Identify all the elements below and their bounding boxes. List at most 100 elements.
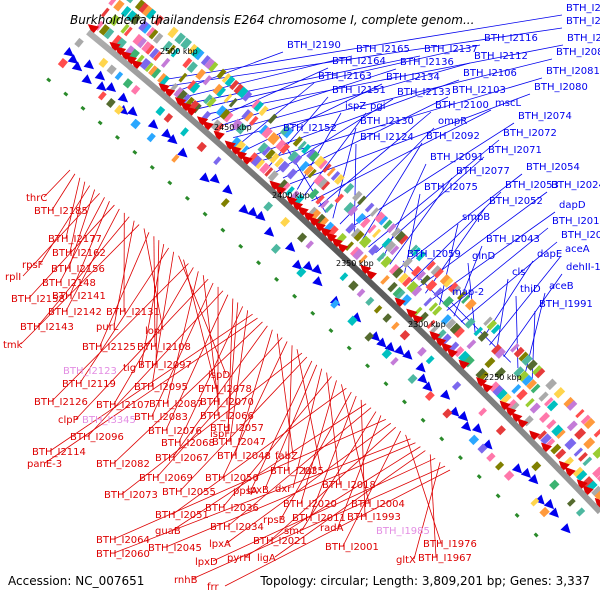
gene-label-liga[interactable]: ligA [257, 553, 276, 564]
gene-label-rpsf[interactable]: rpsF [22, 260, 44, 271]
gene-label-ppsa[interactable]: ppsA [233, 486, 258, 497]
gene-label-bth-i2057[interactable]: BTH_I2057 [210, 423, 264, 434]
gene-label-rpli[interactable]: rplI [5, 272, 21, 283]
gene-label-smpb[interactable]: smpB [462, 212, 490, 223]
gene-label-bth-i2133[interactable]: BTH_I2133 [397, 87, 451, 98]
gene-label-muted-bth-i3345[interactable]: BTH_I3345 [82, 415, 136, 426]
gene-label-bth-i2163[interactable]: BTH_I2163 [318, 71, 372, 82]
gene-label-bth-i2142[interactable]: BTH_I2142 [48, 307, 102, 318]
gene-label-bth-i2148[interactable]: BTH_I2148 [42, 278, 96, 289]
gene-label-bth-i2098[interactable]: BTH_I2098 [566, 3, 600, 14]
gene-label-ispd[interactable]: ispD [208, 370, 230, 381]
gene-label-bth-i2093[interactable]: BTH_I2093 [566, 16, 600, 27]
gene-label-bth-i2004[interactable]: BTH_I2004 [351, 499, 405, 510]
gene-label-bth-i2083[interactable]: BTH_I2083 [134, 412, 188, 423]
gene-label-bth-i2107[interactable]: BTH_I2107 [96, 400, 150, 411]
gene-label-bth-i2092[interactable]: BTH_I2092 [426, 131, 480, 142]
gene-label-tsf[interactable]: tsf [303, 466, 316, 477]
gene-label-pgi[interactable]: pgi [370, 101, 385, 112]
gene-label-bth-i2097[interactable]: BTH_I2097 [138, 360, 192, 371]
gene-label-cls[interactable]: cls [512, 267, 526, 278]
gene-label-bth-i2052[interactable]: BTH_I2052 [489, 196, 543, 207]
gene-label-bth-i2015[interactable]: BTH_I2015 [552, 216, 600, 227]
gene-label-gltx[interactable]: gltX [396, 555, 416, 566]
gene-label-lpxb[interactable]: lpxB [247, 485, 269, 496]
gene-label-mscl[interactable]: mscL [495, 98, 521, 109]
gene-label-bth-i2136[interactable]: BTH_I2136 [400, 57, 454, 68]
gene-label-bth-i2074[interactable]: BTH_I2074 [518, 111, 572, 122]
gene-label-dape[interactable]: dapE [537, 249, 562, 260]
gene-label-bth-i1967[interactable]: BTH_I1967 [418, 553, 472, 564]
gene-label-thrc[interactable]: thrC [26, 193, 47, 204]
gene-label-bth-i2143[interactable]: BTH_I2143 [20, 322, 74, 333]
gene-label-bth-i2067[interactable]: BTH_I2067 [155, 453, 209, 464]
gene-label-bth-i2043[interactable]: BTH_I2043 [486, 234, 540, 245]
gene-label-bth-i2084[interactable]: BTH_I2084 [556, 47, 600, 58]
gene-label-bth-i2080[interactable]: BTH_I2080 [534, 82, 588, 93]
gene-label-lpxa[interactable]: lpxA [209, 539, 231, 550]
gene-label-guab[interactable]: guaB [155, 526, 181, 537]
gene-label-bth-i2001[interactable]: BTH_I2001 [325, 542, 379, 553]
gene-label-bth-i2141[interactable]: BTH_I2141 [52, 291, 106, 302]
gene-label-bth-i2068[interactable]: BTH_I2068 [161, 438, 215, 449]
gene-label-bth-i2165[interactable]: BTH_I2165 [356, 44, 410, 55]
gene-label-bth-i2131[interactable]: BTH_I2131 [106, 307, 160, 318]
gene-label-bth-i2072[interactable]: BTH_I2072 [503, 128, 557, 139]
gene-label-bth-i2156[interactable]: BTH_I2156 [51, 264, 105, 275]
gene-label-bth-i2116[interactable]: BTH_I2116 [484, 33, 538, 44]
gene-label-bth-i2020[interactable]: BTH_I2020 [283, 499, 337, 510]
gene-label-frr[interactable]: frr [207, 582, 219, 593]
gene-label-bth-i1993[interactable]: BTH_I1993 [347, 512, 401, 523]
gene-label-bth-i2035[interactable]: BTH_I2035 [270, 466, 324, 477]
gene-label-bth-i2164[interactable]: BTH_I2164 [332, 56, 386, 67]
gene-label-bth-i2075[interactable]: BTH_I2075 [424, 182, 478, 193]
gene-label-bth-i2103[interactable]: BTH_I2103 [452, 85, 506, 96]
gene-label-bth-i2051[interactable]: BTH_I2051 [155, 510, 209, 521]
gene-label-ispf[interactable]: ispF [210, 429, 230, 440]
gene-label-bth-i2158[interactable]: BTH_I2158 [11, 294, 65, 305]
gene-label-glnd[interactable]: glnD [472, 251, 495, 262]
gene-label-bth-i2076[interactable]: BTH_I2076 [148, 426, 202, 437]
gene-label-fabz[interactable]: fabZ [275, 451, 298, 462]
gene-label-acea[interactable]: aceA [565, 244, 590, 255]
gene-label-bth-i2077[interactable]: BTH_I2077 [456, 166, 510, 177]
gene-label-bth-i2108[interactable]: BTH_I2108 [137, 342, 191, 353]
gene-label-bth-i2047[interactable]: BTH_I2047 [212, 437, 266, 448]
gene-label-bth-i2085[interactable]: BTH_I2085 [567, 33, 600, 44]
gene-label-bth-i2185[interactable]: BTH_I2185 [34, 206, 88, 217]
gene-label-bth-i2119[interactable]: BTH_I2119 [62, 379, 116, 390]
gene-label-ompr[interactable]: ompR [438, 116, 467, 127]
gene-label-bth-i2045[interactable]: BTH_I2045 [148, 543, 202, 554]
gene-label-bth-i2112[interactable]: BTH_I2112 [474, 51, 528, 62]
gene-label-bth-i2050[interactable]: BTH_I2050 [205, 473, 259, 484]
gene-label-rada[interactable]: radA [320, 523, 344, 534]
gene-label-bth-i2024[interactable]: BTH_I2024 [551, 180, 600, 191]
gene-label-bth-i2070[interactable]: BTH_I2070 [200, 397, 254, 408]
gene-label-bth-i2018[interactable]: BTH_I2018 [322, 480, 376, 491]
gene-label-purl[interactable]: purL [96, 322, 119, 333]
gene-label-bth-i1976[interactable]: BTH_I1976 [423, 539, 477, 550]
gene-label-tmk[interactable]: tmk [3, 340, 23, 351]
gene-label-bth-i2082[interactable]: BTH_I2082 [96, 459, 150, 470]
gene-label-bth-i2091[interactable]: BTH_I2091 [430, 152, 484, 163]
gene-label-bth-i2048[interactable]: BTH_I2048 [217, 451, 271, 462]
gene-label-clpp[interactable]: clpP [58, 415, 79, 426]
gene-label-lon[interactable]: lon [145, 326, 160, 337]
gene-label-lpxd[interactable]: lpxD [195, 557, 218, 568]
gene-label-bth-i2059[interactable]: BTH_I2059 [407, 249, 461, 260]
gene-label-dxr[interactable]: dxr [275, 484, 292, 495]
gene-label-bth-i2078[interactable]: BTH_I2078 [198, 384, 252, 395]
gene-label-bth-i2114[interactable]: BTH_I2114 [32, 447, 86, 458]
gene-label-bth-i2073[interactable]: BTH_I2073 [104, 490, 158, 501]
gene-label-bth-i2066[interactable]: BTH_I2066 [200, 411, 254, 422]
gene-label-bth-i2034[interactable]: BTH_I2034 [210, 522, 264, 533]
gene-label-bth-i2064[interactable]: BTH_I2064 [96, 535, 150, 546]
gene-label-bth-i2071[interactable]: BTH_I2071 [488, 145, 542, 156]
gene-label-bth-i2125[interactable]: BTH_I2125 [82, 342, 136, 353]
gene-label-bth-i2011[interactable]: BTH_I2011 [292, 513, 346, 524]
gene-label-pane-3[interactable]: panE-3 [27, 459, 62, 470]
gene-label-muted-bth-i1985[interactable]: BTH_I1985 [376, 526, 430, 537]
gene-label-bth-i2095[interactable]: BTH_I2095 [134, 382, 188, 393]
gene-label-bth-i2190[interactable]: BTH_I2190 [287, 40, 341, 51]
gene-label-smc[interactable]: smc [284, 526, 304, 537]
